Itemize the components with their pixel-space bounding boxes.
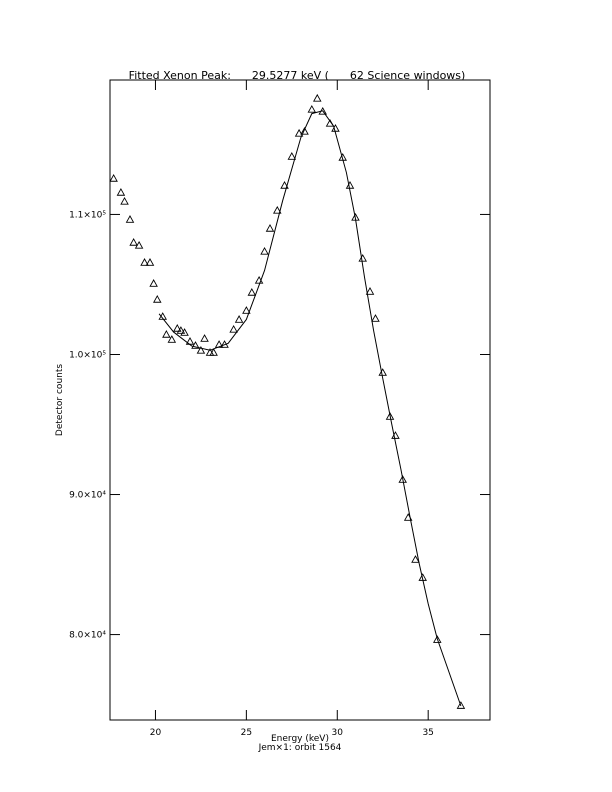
data-point	[371, 314, 380, 322]
data-point	[307, 104, 317, 113]
data-point	[247, 288, 257, 296]
data-point	[180, 328, 189, 336]
data-point	[191, 341, 200, 349]
data-point	[120, 196, 129, 205]
data-point	[200, 334, 209, 342]
data-point	[378, 368, 387, 376]
data-point	[140, 258, 149, 266]
plot-frame	[109, 79, 491, 721]
data-point	[385, 412, 395, 420]
data-point	[287, 152, 297, 160]
data-point	[196, 345, 206, 354]
x-tick-label: 30	[332, 728, 344, 738]
data-point	[134, 240, 144, 249]
x-tick-label: 25	[241, 728, 252, 738]
subtitle: Jem×1: orbit 1564	[258, 743, 342, 753]
data-point	[234, 315, 244, 323]
data-point	[149, 279, 158, 287]
data-point	[162, 330, 171, 338]
data-point	[214, 340, 224, 348]
data-point	[300, 126, 309, 135]
data-point	[260, 246, 269, 255]
x-tick-label: 20	[150, 728, 162, 738]
data-point	[229, 324, 238, 333]
y-tick-label: 1.1×10⁵	[69, 210, 106, 220]
data-point	[273, 205, 282, 214]
data-point	[242, 306, 251, 314]
data-point	[145, 258, 155, 266]
data-point	[109, 174, 118, 182]
data-point	[313, 93, 322, 102]
y-tick-label: 8.0×10⁴	[69, 631, 106, 641]
fit-line	[158, 110, 462, 707]
x-tick-label: 35	[422, 728, 433, 738]
data-point	[398, 475, 407, 483]
data-point	[358, 253, 367, 262]
data-point	[345, 181, 355, 189]
data-point	[456, 701, 466, 709]
data-point	[265, 224, 275, 232]
data-point	[280, 181, 289, 189]
data-point	[209, 348, 218, 356]
data-point	[153, 295, 162, 303]
data-point	[129, 238, 138, 246]
y-tick-label: 9.0×10⁴	[69, 491, 106, 501]
chart-title: Fitted Xenon Peak: 29.5277 keV ( 62 Scie…	[129, 69, 466, 82]
data-point	[125, 215, 135, 223]
data-point	[433, 635, 442, 643]
data-point	[116, 188, 126, 196]
data-point	[167, 335, 177, 343]
y-axis-label: Detector counts	[55, 364, 65, 436]
data-point	[176, 326, 186, 334]
y-tick-label: 1.0×10⁵	[69, 350, 106, 360]
data-point	[411, 555, 420, 563]
data-point	[173, 324, 182, 332]
x-axis-label: Energy (keV)	[271, 734, 329, 744]
data-point	[294, 128, 304, 137]
data-point	[365, 287, 375, 295]
